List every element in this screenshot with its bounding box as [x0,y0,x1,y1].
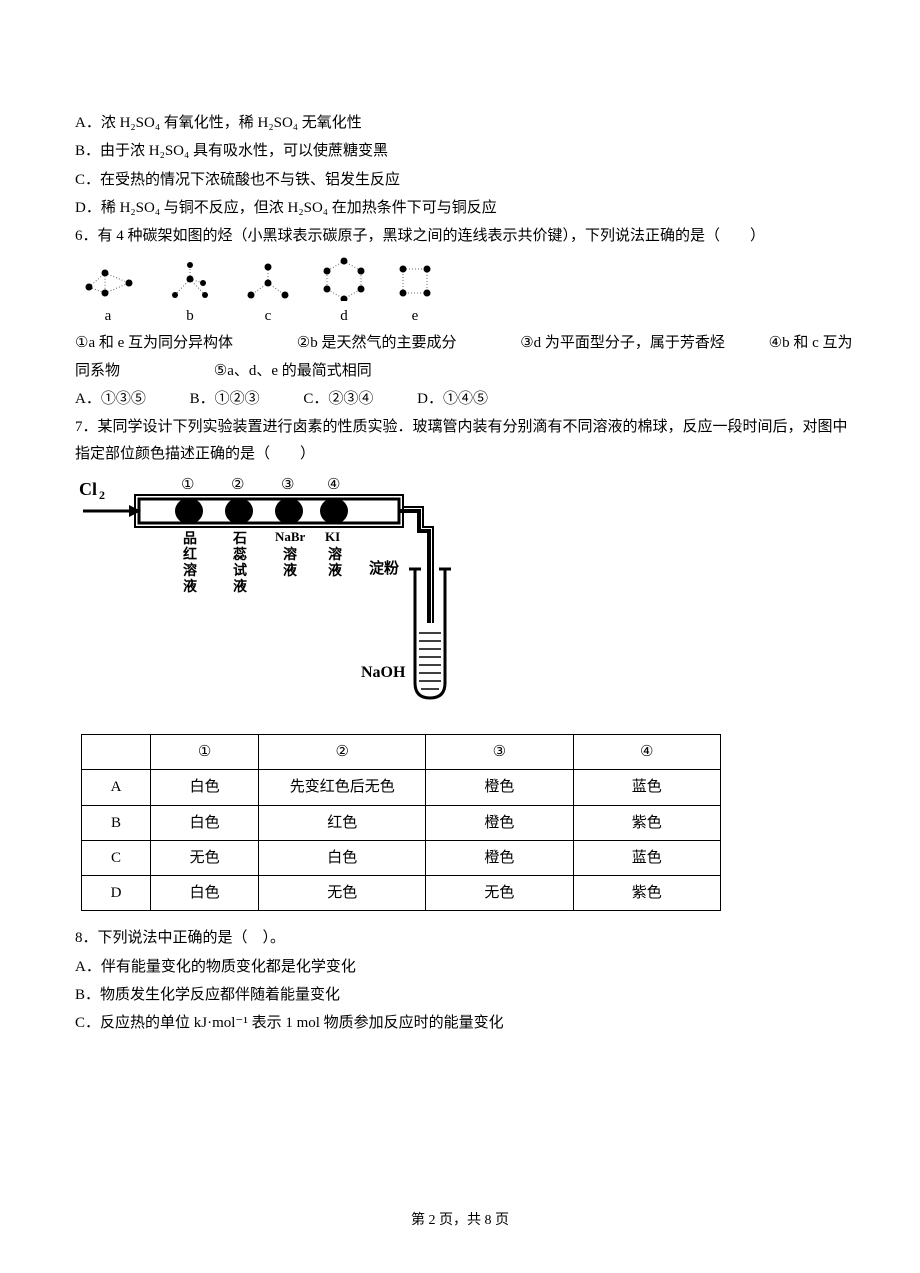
q7-th-2: ② [259,735,426,770]
q7-th-3: ③ [426,735,573,770]
q5-opt-a: A．浓 H₂SO₄ 有氧化性，稀 H₂SO₄ 无氧化性 [75,110,860,136]
svg-text:液: 液 [233,578,248,595]
svg-text:试: 试 [233,562,247,579]
q8-opt-a: A．伴有能量变化的物质变化都是化学变化 [75,954,860,980]
q7-th-blank [82,735,151,770]
q6-stmt-2: ②b 是天然气的主要成分 [297,335,457,351]
svg-text:溶: 溶 [183,562,197,579]
q6-stem: 6．有 4 种碳架如图的烃（小黑球表示碳原子，黑球之间的连线表示共价键），下列说… [75,223,860,249]
svg-text:红: 红 [183,546,197,563]
q7-cl2-label: Cl [79,479,97,499]
svg-text:溶: 溶 [283,546,297,563]
page-footer: 第 2 页，共 8 页 [0,1209,920,1234]
q6-statements-line1: ①a 和 e 互为同分异构体 ②b 是天然气的主要成分 ③d 为平面型分子，属于… [75,330,860,356]
svg-text:石: 石 [232,531,247,547]
q6-options: A．①③⑤ B．①②③ C．②③④ D．①④⑤ [75,386,860,412]
q7-row-a: A 白色 先变红色后无色 橙色 蓝色 [82,770,721,805]
svg-text:NaBr: NaBr [275,529,306,544]
q8-stem: 8．下列说法中正确的是（ ）。 [75,925,860,951]
q6-stmt-4b: 同系物 [75,363,120,379]
q6-opt-b: B．①②③ [190,391,260,407]
q7-starch-label: 淀粉 [369,559,399,577]
q7-answer-table: ① ② ③ ④ A 白色 先变红色后无色 橙色 蓝色 B 白色 红色 橙色 紫色… [81,734,721,911]
q7-marker-3: ③ [281,477,294,493]
q6-stmt-3: ③d 为平面型分子，属于芳香烃 [520,335,725,351]
q5-opt-b: B．由于浓 H₂SO₄ 具有吸水性，可以使蔗糖变黑 [75,138,860,164]
q6-opt-a: A．①③⑤ [75,391,146,407]
q7-naoh-label: NaOH [361,664,406,681]
q8-opt-b: B．物质发生化学反应都伴随着能量变化 [75,982,860,1008]
q6-fig-b-label: b [165,303,215,329]
svg-text:溶: 溶 [328,546,342,563]
q6-stmt-4a: ④b 和 c 互为 [769,335,853,351]
q7-row-b: B 白色 红色 橙色 紫色 [82,805,721,840]
q7-marker-2: ② [231,477,244,493]
q5-opt-d: D．稀 H₂SO₄ 与铜不反应，但浓 H₂SO₄ 在加热条件下可与铜反应 [75,195,860,221]
q7-th-1: ① [151,735,259,770]
q6-figure-carbon-skeletons: a b [79,257,860,329]
q6-fig-a: a [79,261,137,329]
svg-text:品: 品 [183,531,197,547]
q6-fig-c: c [243,261,293,329]
q6-opt-c: C．②③④ [303,391,373,407]
q7-marker-4: ④ [327,477,340,493]
svg-text:KI: KI [325,529,340,544]
q6-stmt-5: ⑤a、d、e 的最简式相同 [214,363,372,379]
q8-opt-c: C．反应热的单位 kJ·mol⁻¹ 表示 1 mol 物质参加反应时的能量变化 [75,1010,860,1036]
q6-fig-c-label: c [243,303,293,329]
q5-opt-c: C．在受热的情况下浓硫酸也不与铁、铝发生反应 [75,167,860,193]
q7-row-c: C 无色 白色 橙色 蓝色 [82,840,721,875]
q7-th-4: ④ [573,735,720,770]
q6-fig-d: d [321,257,367,329]
svg-text:液: 液 [328,562,343,579]
q7-figure-apparatus: Cl 2 ① ② ③ ④ 品红溶液 石蕊试液 NaBr溶液 KI溶液 [79,473,860,722]
q7-row-d: D 白色 无色 无色 紫色 [82,876,721,911]
q6-fig-a-label: a [79,303,137,329]
svg-text:2: 2 [99,488,105,502]
q7-marker-1: ① [181,477,194,493]
q6-fig-b: b [165,261,215,329]
q6-fig-d-label: d [321,303,367,329]
q7-stem: 7．某同学设计下列实验装置进行卤素的性质实验．玻璃管内装有分别滴有不同溶液的棉球… [75,414,860,467]
svg-text:液: 液 [283,562,298,579]
q6-fig-e: e [395,261,435,329]
svg-text:液: 液 [183,578,198,595]
q6-opt-d: D．①④⑤ [417,391,488,407]
q6-fig-e-label: e [395,303,435,329]
q6-statements-line2: 同系物 ⑤a、d、e 的最简式相同 [75,358,860,384]
svg-text:蕊: 蕊 [233,546,247,563]
q6-stmt-1: ①a 和 e 互为同分异构体 [75,335,233,351]
